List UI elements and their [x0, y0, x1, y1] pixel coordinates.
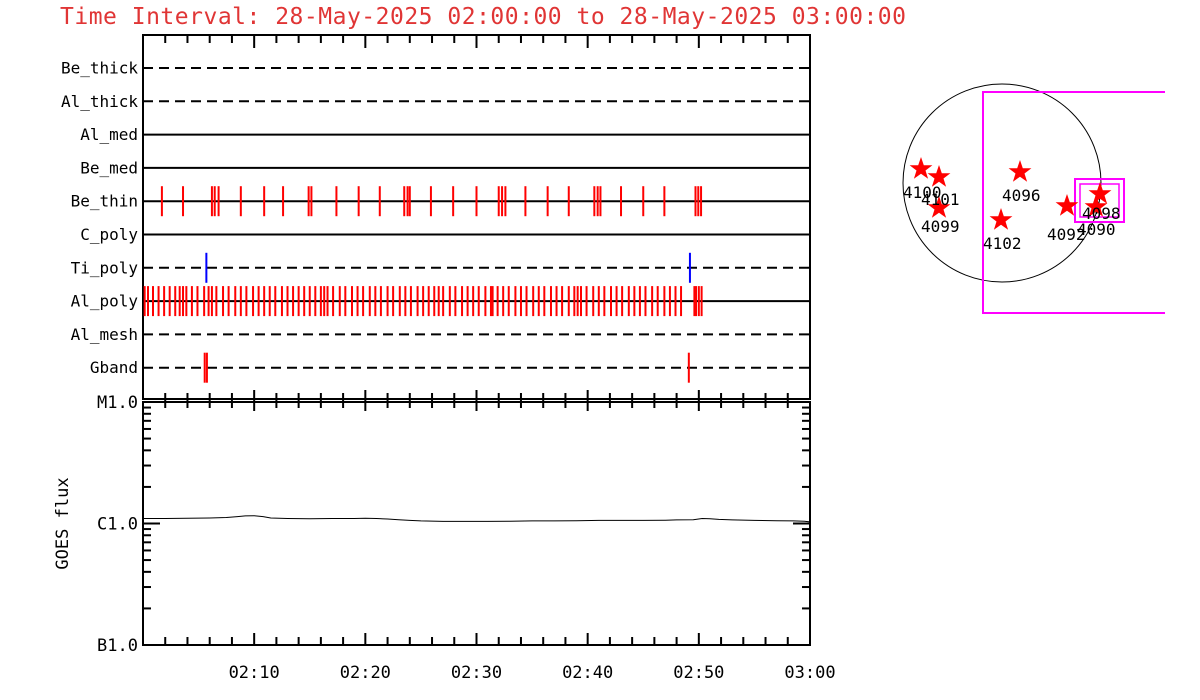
region-star-4098: [1088, 182, 1112, 204]
fov-rect: [982, 91, 1165, 314]
target-box: [1074, 178, 1125, 223]
plot-title: Time Interval: 28-May-2025 02:00:00 to 2…: [60, 4, 907, 30]
x-tick-label: 02:40: [562, 663, 613, 683]
goes-flux-curve: [143, 515, 811, 523]
region-label-4102: 4102: [983, 234, 1022, 253]
row-label-Gband: Gband: [90, 358, 138, 377]
region-star-4096: [1008, 160, 1032, 182]
x-tick-label: 02:10: [229, 663, 280, 683]
region-label-4098: 4098: [1082, 204, 1121, 223]
region-star-4099: [927, 196, 951, 218]
row-label-Be_thick: Be_thick: [61, 59, 138, 78]
x-tick-label: 02:20: [340, 663, 391, 683]
row-label-Ti_poly: Ti_poly: [71, 258, 139, 277]
x-tick-label: 02:50: [673, 663, 724, 683]
region-label-4092: 4092: [1047, 225, 1086, 244]
x-tick-label: 03:00: [784, 663, 835, 683]
goes-ylabel: GOES flux: [53, 477, 73, 569]
region-star-4090: [1084, 195, 1108, 217]
region-star-4102: [989, 208, 1013, 230]
region-label-4099: 4099: [921, 217, 960, 236]
row-events-Be_thin: [160, 186, 703, 217]
region-label-4090: 4090: [1077, 220, 1116, 239]
region-star-4092: [1055, 194, 1079, 216]
row-events-Gband: [203, 352, 690, 383]
goes-x-ticks: [164, 633, 789, 644]
row-label-Be_thin: Be_thin: [71, 192, 138, 211]
row-events-Ti_poly: [205, 252, 691, 283]
region-label-4101: 4101: [921, 190, 960, 209]
goes-y-ticks: [144, 406, 809, 610]
row-events-Al_poly: [143, 286, 703, 317]
row-label-Al_thick: Al_thick: [61, 92, 138, 111]
timeline-x-ticks: [164, 36, 789, 411]
row-label-Al_med: Al_med: [80, 125, 138, 144]
y-tick-label-M1.0: M1.0: [97, 393, 138, 413]
y-tick-label-B1.0: B1.0: [97, 636, 138, 656]
region-label-4096: 4096: [1002, 186, 1041, 205]
timeline-panel-border: [142, 34, 811, 400]
row-label-Be_med: Be_med: [80, 158, 138, 177]
row-label-Al_poly: Al_poly: [71, 292, 139, 311]
row-label-C_poly: C_poly: [80, 225, 138, 244]
region-label-4100: 4100: [903, 183, 942, 202]
y-tick-label-C1.0: C1.0: [97, 515, 138, 535]
goes-panel-border: [142, 401, 811, 646]
solar-disk: [902, 83, 1102, 283]
x-tick-label: 02:30: [451, 663, 502, 683]
region-star-4101: [927, 165, 951, 187]
region-star-4100: [909, 157, 933, 179]
row-label-Al_mesh: Al_mesh: [71, 325, 138, 344]
